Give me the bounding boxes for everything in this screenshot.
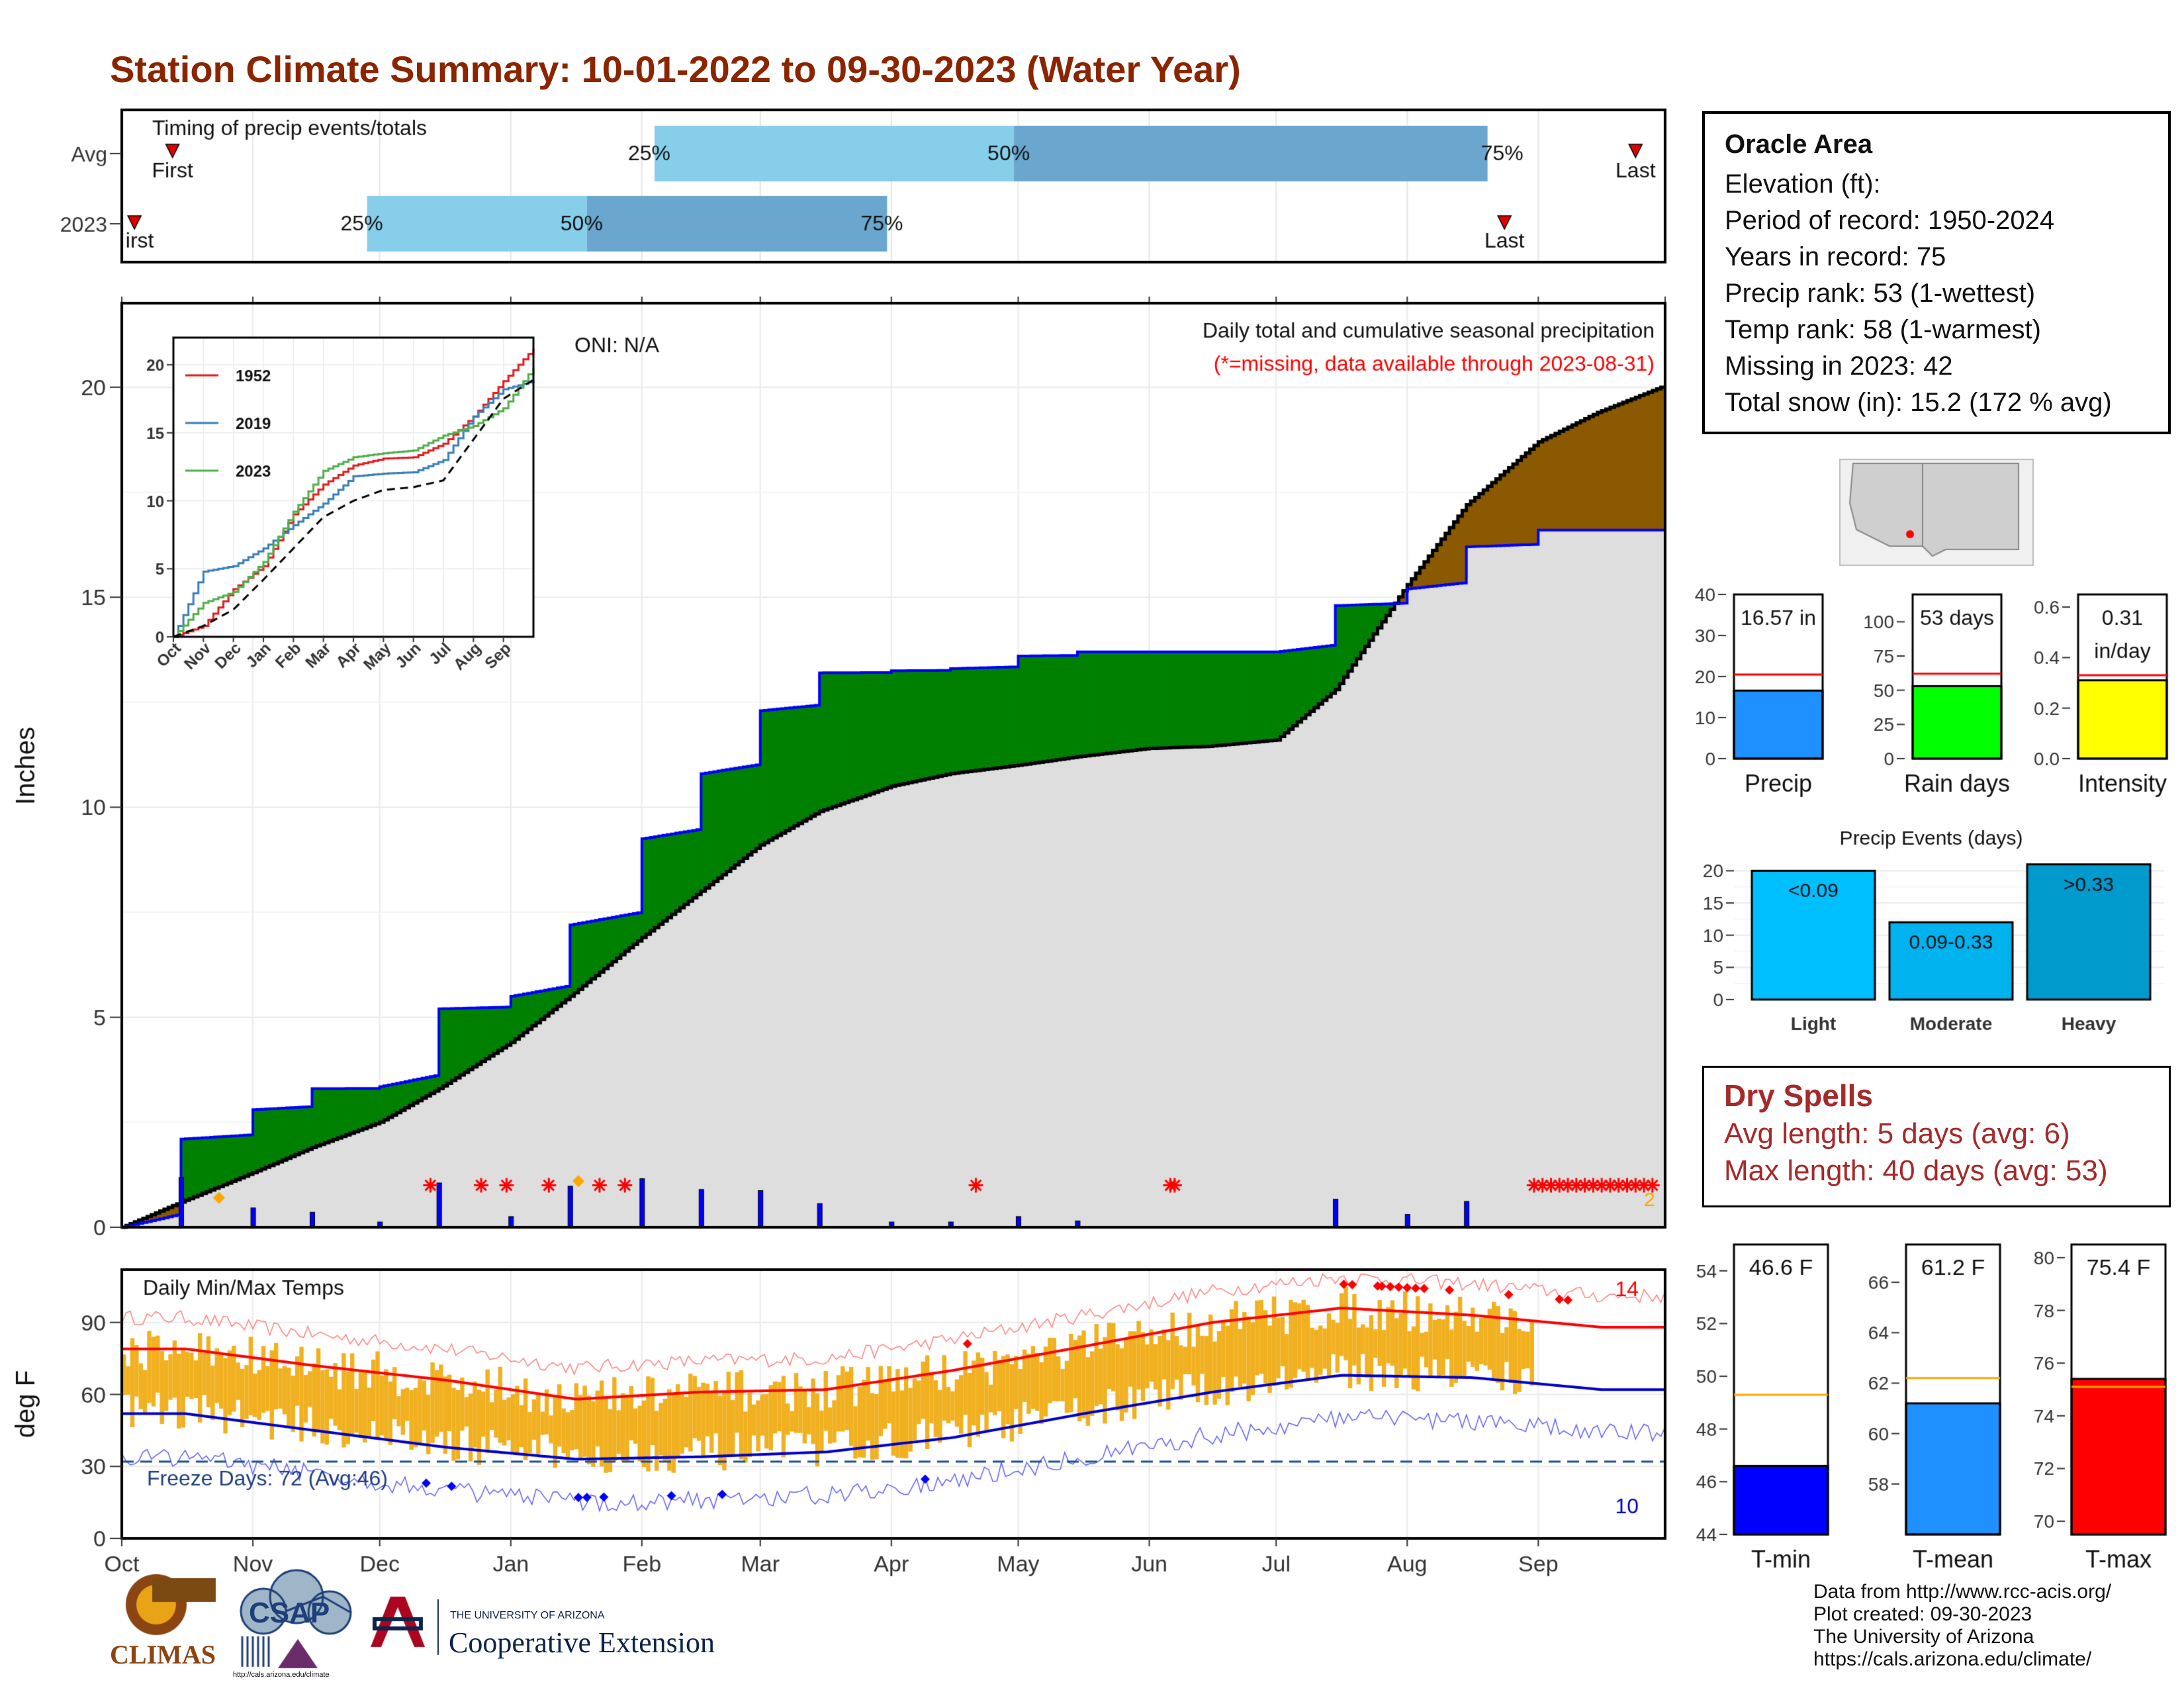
ua-logo-small: THE UNIVERSITY OF ARIZONA <box>450 1610 605 1621</box>
station-info-box: Oracle Area Elevation (ft): Period of re… <box>1702 111 2171 434</box>
footer-university: The University of Arizona <box>1813 1626 2034 1648</box>
page-title: Station Climate Summary: 10-01-2022 to 0… <box>110 48 1241 90</box>
info-missing: Missing in 2023: 42 <box>1725 352 1953 381</box>
footer-credits: Data from http://www.rcc-acis.org/ Plot … <box>1813 1581 2111 1671</box>
dry-spells-box: Dry Spells Avg length: 5 days (avg: 6) M… <box>1702 1066 2171 1207</box>
info-years: Years in record: 75 <box>1725 242 1946 271</box>
climas-logo-text: CLIMAS <box>110 1640 216 1669</box>
station-name: Oracle Area <box>1725 130 1873 159</box>
dry-spells-max: Max length: 40 days (avg: 53) <box>1724 1154 2108 1187</box>
info-elevation: Elevation (ft): <box>1725 169 1881 199</box>
footer-data-source: Data from http://www.rcc-acis.org/ <box>1813 1581 2112 1603</box>
info-temp-rank: Temp rank: 58 (1-warmest) <box>1725 315 2041 344</box>
footer-created: Plot created: 09-30-2023 <box>1813 1603 2032 1625</box>
dry-spells-title: Dry Spells <box>1724 1078 1873 1113</box>
info-period: Period of record: 1950-2024 <box>1725 206 2055 235</box>
info-precip-rank: Precip rank: 53 (1-wettest) <box>1725 279 2036 308</box>
footer-url: https://cals.arizona.edu/climate/ <box>1813 1648 2092 1670</box>
info-snow: Total snow (in): 15.2 (172 % avg) <box>1725 388 2112 417</box>
csap-logo-url: http://cals.arizona.edu/climate <box>233 1671 330 1679</box>
ua-logo-big: Cooperative Extension <box>449 1626 715 1659</box>
dry-spells-avg: Avg length: 5 days (avg: 6) <box>1724 1117 2070 1150</box>
csap-logo-text: CSAP <box>249 1597 330 1629</box>
